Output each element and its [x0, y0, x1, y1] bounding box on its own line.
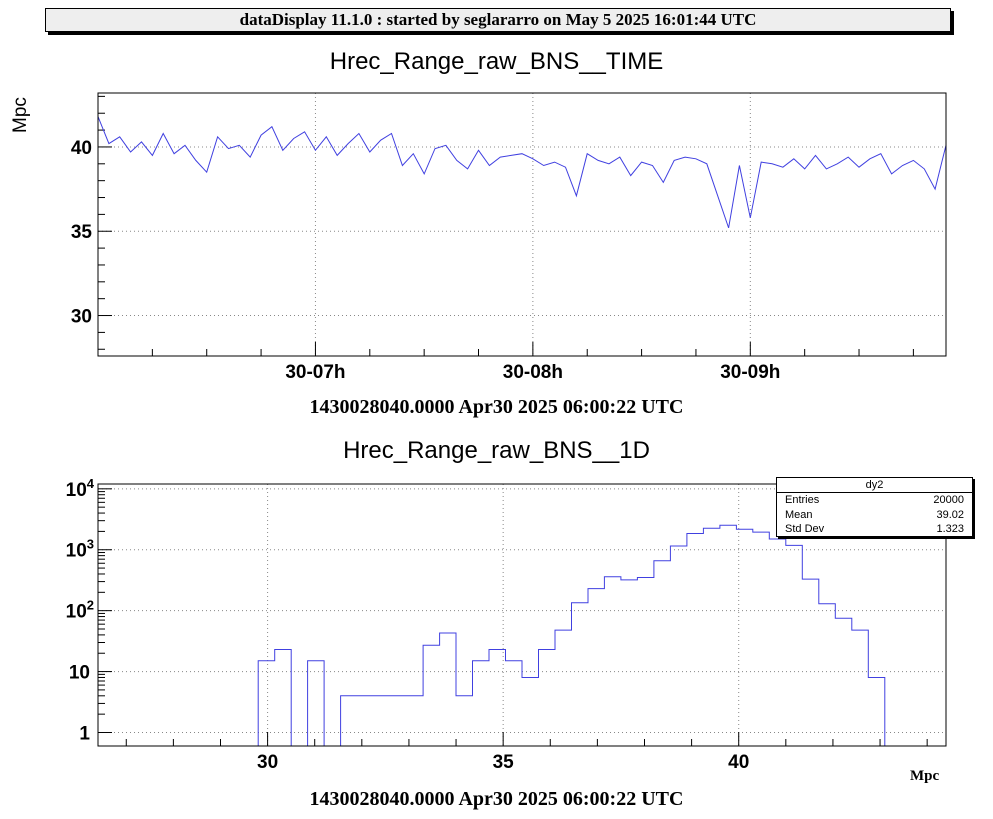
stats-label: Mean [785, 508, 813, 521]
top-y-tick-label: 35 [71, 222, 93, 243]
bottom-chart-title: Hrec_Range_raw_BNS__1D [343, 437, 650, 464]
bottom-x-tick-label: 35 [493, 752, 515, 773]
top-x-tick-label: 30-07h [285, 362, 345, 383]
bottom-x-tick-label: 40 [728, 752, 749, 773]
top-plot-frame [97, 92, 947, 357]
bottom-x-axis-label: Mpc [910, 768, 940, 784]
bottom-y-tick-label: 102 [66, 598, 94, 623]
bottom-y-tick-label: 103 [66, 537, 94, 562]
stats-box: dy2 Entries 20000 Mean 39.02 Std Dev 1.3… [776, 477, 973, 537]
histogram-outline [257, 524, 886, 747]
stats-row-mean: Mean 39.02 [777, 508, 972, 523]
stats-row-stddev: Std Dev 1.323 [777, 522, 972, 537]
bottom-x-tick-label: 30 [257, 752, 278, 773]
app-banner: dataDisplay 11.1.0 : started by seglarar… [45, 8, 951, 32]
bottom-y-tick-label: 104 [66, 476, 95, 501]
bottom-y-tick-label: 1 [79, 723, 90, 744]
stats-label: Std Dev [785, 523, 825, 535]
bottom-timestamp: 1430028040.0000 Apr30 2025 06:00:22 UTC [309, 788, 684, 810]
top-chart-title: Hrec_Range_raw_BNS__TIME [329, 48, 664, 75]
bottom-y-tick-label: 10 [69, 663, 90, 684]
stats-title: dy2 [777, 478, 972, 493]
top-series-line [97, 116, 947, 229]
bottom-plot-frame [97, 483, 947, 747]
top-plot-area [98, 93, 946, 356]
stats-row-entries: Entries 20000 [777, 493, 972, 508]
top-x-tick-label: 30-08h [503, 362, 563, 383]
stats-value: 1.323 [936, 523, 964, 535]
stats-label: Entries [785, 494, 820, 506]
top-timestamp: 1430028040.0000 Apr30 2025 06:00:22 UTC [309, 396, 684, 418]
stats-value: 20000 [933, 494, 964, 506]
top-y-tick-label: 40 [71, 138, 92, 159]
stats-value: 39.02 [936, 508, 964, 521]
top-y-tick-label: 30 [71, 307, 92, 328]
top-x-tick-label: 30-09h [720, 362, 780, 383]
